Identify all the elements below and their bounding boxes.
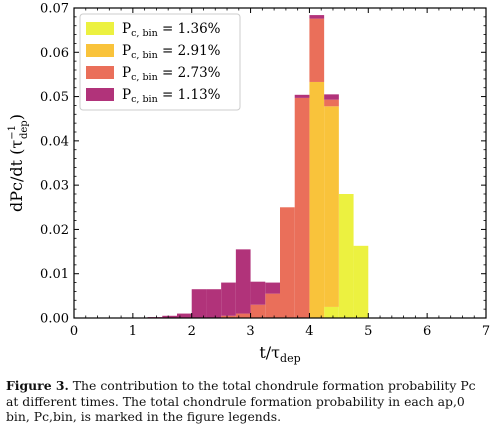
bar-series-3-bin-5 [280,207,295,318]
caption-label: Figure 3. [6,378,69,393]
bar-series-4-bin-11 [294,94,310,98]
bar-series-3-bin-8 [324,99,339,107]
y-tick-label: 0.06 [40,46,69,61]
x-tick-labels: 0 1 2 3 4 5 6 7 [70,324,490,339]
bar-series-2-bin-2 [309,81,325,318]
bar-series-4-bin-7 [235,249,251,314]
bar-series-4-bin-5 [206,289,222,318]
bar-series-1-bin-5 [353,245,369,318]
y-axis-label: dPc/dt (τ−1dep) [7,114,30,212]
x-tick-label: 6 [423,324,431,339]
bar-series-3-bin-4 [265,293,280,318]
legend-entry: Pc, bin = 1.36% [122,21,221,39]
bar-series-2-bin-3 [324,106,339,307]
legend-swatch [86,44,114,57]
legend-box [79,13,241,111]
x-tick-label: 3 [246,324,254,339]
y-tick-label: 0.04 [40,134,69,149]
bar-series-3-bin-6 [294,97,310,319]
legend-swatch [86,66,114,79]
x-tick-label: 1 [129,324,137,339]
bar-series-1-bin-3 [324,306,339,318]
y-tick-label: 0.00 [40,312,69,327]
caption-text: The contribution to the total chondrule … [6,378,476,424]
y-tick-label: 0.01 [40,267,69,282]
x-tick-label: 7 [482,324,490,339]
bar-series-3-bin-3 [250,304,266,318]
bar-series-3-bin-1 [221,315,236,318]
x-tick-label: 2 [188,324,196,339]
bar-series-4-bin-9 [265,282,280,294]
bar-series-3-bin-2 [235,313,251,318]
x-tick-label: 4 [305,324,313,339]
bar-series-4-bin-3 [177,313,192,318]
legend-entry: Pc, bin = 2.73% [122,65,221,83]
y-tick-label: 0.02 [40,223,69,238]
bar-series-4-bin-6 [221,282,236,316]
y-tick-label: 0.03 [40,179,69,194]
y-tick-label: 0.07 [40,2,69,17]
y-tick-label: 0.05 [40,90,69,105]
bar-series-4-bin-4 [191,289,207,318]
y-tick-labels: 0.00 0.01 0.02 0.03 0.04 0.05 0.06 0.07 [40,2,69,327]
bar-series-4-bin-12 [309,15,325,19]
figure-caption: Figure 3. The contribution to the total … [6,378,488,425]
bars-layer [147,15,369,319]
bar-series-3-bin-7 [309,18,325,82]
legend-swatch [86,22,114,35]
legend-entry: Pc, bin = 1.13% [122,87,221,105]
x-tick-label: 5 [364,324,372,339]
axis-ticks [73,7,487,319]
plot-frame [73,7,487,319]
bar-series-1-bin-4 [338,194,354,318]
bar-series-4-bin-8 [250,281,266,305]
bar-series-4-bin-2 [162,315,177,318]
legend-swatch [86,88,114,101]
bar-series-4-bin-13 [324,94,339,100]
legend-entry: Pc, bin = 2.91% [122,43,221,61]
x-tick-label: 0 [70,324,78,339]
x-axis-label: t/τdep [259,343,300,365]
legend: Pc, bin = 1.36% Pc, bin = 2.91% Pc, bin = … [79,13,241,111]
